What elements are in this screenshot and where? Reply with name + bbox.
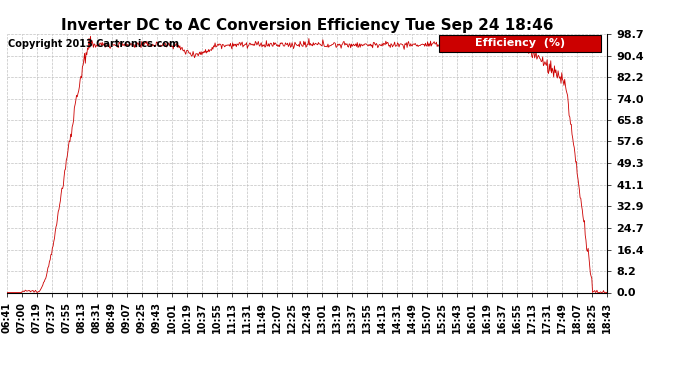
- Text: Efficiency  (%): Efficiency (%): [475, 39, 565, 48]
- Text: Copyright 2013 Cartronics.com: Copyright 2013 Cartronics.com: [8, 39, 179, 49]
- FancyBboxPatch shape: [439, 35, 601, 52]
- Title: Inverter DC to AC Conversion Efficiency Tue Sep 24 18:46: Inverter DC to AC Conversion Efficiency …: [61, 18, 553, 33]
